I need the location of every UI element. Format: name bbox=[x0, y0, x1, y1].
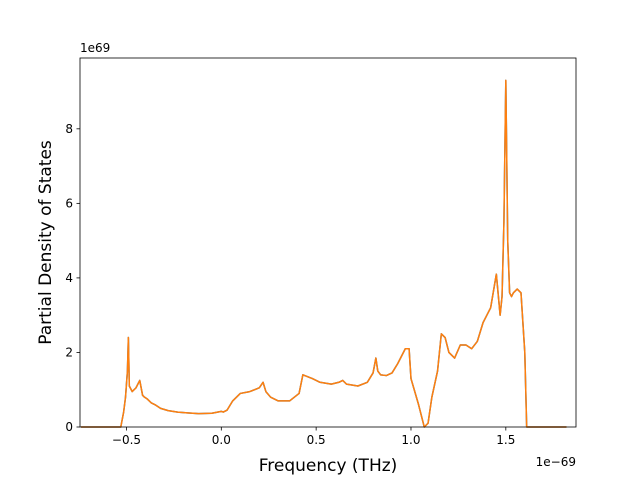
x-tick-label: 1.5 bbox=[496, 433, 515, 447]
series-line-2 bbox=[80, 79, 567, 428]
y-tick-label: 0 bbox=[65, 420, 73, 434]
x-tick-label: −0.5 bbox=[112, 433, 141, 447]
x-tick-label: 1.0 bbox=[401, 433, 420, 447]
y-axis-ticks: 0 2 4 6 8 bbox=[65, 122, 80, 434]
plot-frame bbox=[79, 57, 577, 428]
y-tick-label: 6 bbox=[65, 196, 73, 210]
x-offset-label: 1e−69 bbox=[536, 455, 576, 469]
x-axis-label: Frequency (THz) bbox=[259, 456, 398, 476]
y-tick-label: 4 bbox=[65, 271, 73, 285]
plot-background bbox=[80, 58, 576, 427]
x-axis-ticks: −0.5 0.0 0.5 1.0 1.5 bbox=[112, 427, 515, 447]
x-tick-label: 0.0 bbox=[212, 433, 231, 447]
y-tick-label: 2 bbox=[65, 345, 73, 359]
series-layer bbox=[80, 79, 567, 428]
y-tick-label: 8 bbox=[65, 122, 73, 136]
y-offset-label: 1e69 bbox=[80, 41, 110, 55]
y-axis-label: Partial Density of States bbox=[36, 140, 56, 345]
x-tick-label: 0.5 bbox=[307, 433, 326, 447]
